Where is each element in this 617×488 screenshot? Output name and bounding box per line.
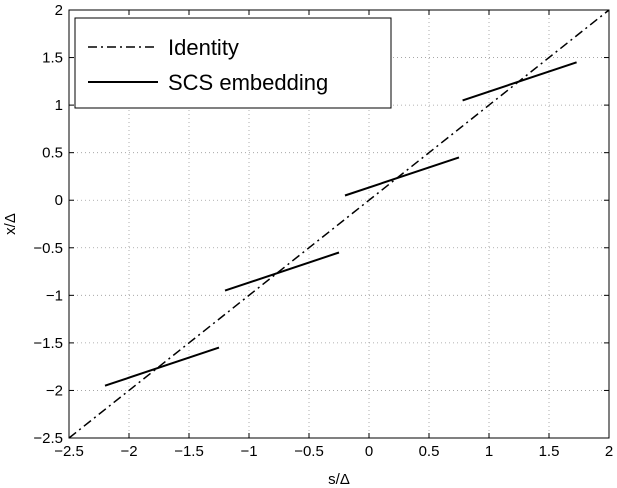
- y-tick-label: 0.5: [42, 145, 63, 162]
- grid: [69, 10, 609, 438]
- x-tick-label: −2: [120, 443, 137, 460]
- series-scs-embedding-line: [224, 251, 340, 292]
- ticks: −2.5 −2 −1.5 −1 −0.5 0 0.5 1 1.5 2 −2.5 −2 −1.5 −1 −0.…: [33, 2, 613, 460]
- legend-scs-label: SCS embedding: [168, 70, 328, 95]
- legend-box: [74, 17, 392, 109]
- x-tick-label: 0: [365, 443, 373, 460]
- y-tick-label: −1: [46, 287, 63, 304]
- y-tick-label: 1: [55, 97, 63, 114]
- legend-identity-label: Identity: [168, 35, 239, 60]
- legend: Identity SCS embedding: [74, 17, 392, 109]
- y-tick-label: 2: [55, 2, 63, 19]
- x-tick-label: −1.5: [174, 443, 204, 460]
- y-tick-label: −2: [46, 382, 63, 399]
- series-scs-embedding-line: [104, 346, 220, 387]
- x-tick-label: 1.5: [539, 443, 560, 460]
- y-tick-label: −1.5: [33, 335, 63, 352]
- x-tick-label: −2.5: [54, 443, 84, 460]
- y-tick-label: 1.5: [42, 50, 63, 67]
- y-tick-label: −2.5: [33, 430, 63, 447]
- x-tick-label: −0.5: [294, 443, 324, 460]
- y-axis-label: x/Δ: [2, 213, 19, 235]
- y-tick-label: 0: [55, 192, 63, 209]
- series: [68, 9, 610, 439]
- series-scs-embedding-line: [344, 156, 460, 197]
- plot-frame: [68, 9, 610, 439]
- series-scs-embedding-line: [462, 61, 577, 102]
- x-tick-label: −1: [240, 443, 257, 460]
- x-axis-label: s/Δ: [328, 471, 350, 488]
- x-tick-label: 2: [605, 443, 613, 460]
- y-tick-label: −0.5: [33, 240, 63, 257]
- x-tick-label: 0.5: [419, 443, 440, 460]
- x-tick-label: 1: [485, 443, 493, 460]
